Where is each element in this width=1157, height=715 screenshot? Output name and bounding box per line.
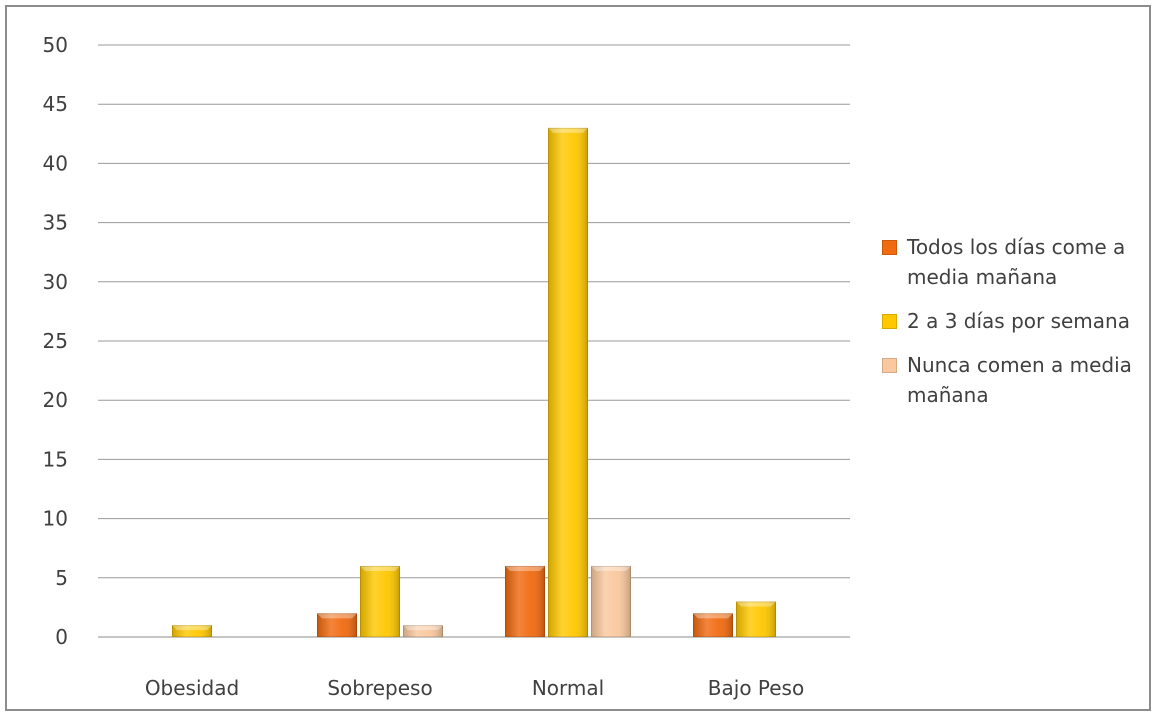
legend-label-series-2: 2 a 3 días por semana [907,309,1130,333]
legend-item-series-3: Nunca comen a media mañana [882,350,1142,410]
legend: Todos los días come a media mañana 2 a 3… [882,232,1142,424]
legend-swatch-series-3 [882,358,897,373]
y-tick-label: 20 [43,388,68,412]
legend-swatch-series-1 [882,240,897,255]
bar [172,625,212,637]
y-tick-label: 30 [43,270,68,294]
y-tick-label: 35 [43,211,68,235]
bar [403,625,443,637]
y-tick-label: 45 [43,92,68,116]
legend-swatch-series-2 [882,314,897,329]
x-tick-label: Obesidad [145,676,239,700]
bar [317,613,357,638]
y-tick-label: 25 [43,329,68,353]
bars [172,127,776,638]
bar [736,601,776,637]
bar [693,613,733,638]
bar [591,565,631,638]
y-tick-label: 40 [43,151,68,175]
y-tick-label: 0 [55,625,68,649]
y-tick-label: 10 [43,507,68,531]
y-tick-label: 50 [43,33,68,57]
legend-item-series-2: 2 a 3 días por semana [882,306,1142,336]
legend-label-series-3: Nunca comen a media mañana [907,353,1132,407]
bar [505,565,545,638]
x-tick-label: Bajo Peso [708,676,804,700]
x-axis-tick-labels: Obesidad Sobrepeso Normal Bajo Peso [145,676,804,700]
bar [360,565,400,638]
x-tick-label: Normal [532,676,604,700]
y-axis-tick-labels: 0 5 10 15 20 25 30 35 40 45 50 [43,33,68,649]
y-tick-label: 5 [55,566,68,590]
y-tick-label: 15 [43,447,68,471]
legend-item-series-1: Todos los días come a media mañana [882,232,1142,292]
bar [548,127,588,637]
x-tick-label: Sobrepeso [327,676,432,700]
legend-label-series-1: Todos los días come a media mañana [907,235,1126,289]
gridlines [98,44,850,638]
